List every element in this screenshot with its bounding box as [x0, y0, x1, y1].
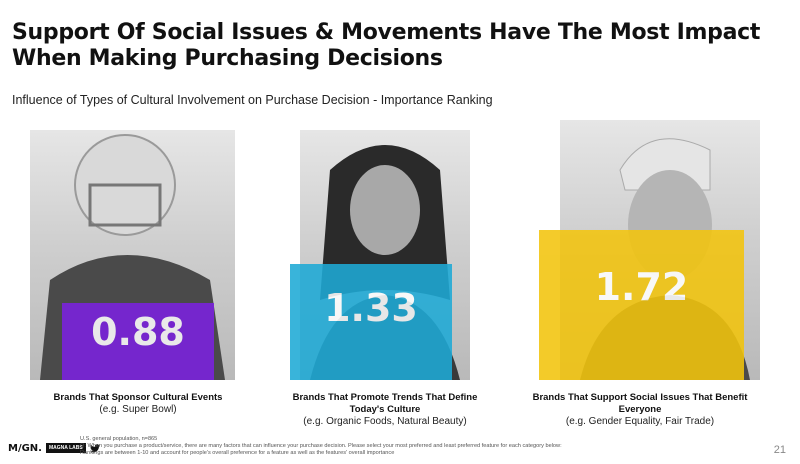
category-title: Brands That Sponsor Cultural Events [53, 392, 223, 403]
twitter-bird-icon [89, 443, 100, 452]
category-label-sponsor-events: Brands That Sponsor Cultural Events (e.g… [28, 392, 248, 416]
footnote-line: U.S. general population, n=865 [80, 436, 158, 442]
magna-logo: M/GN. [8, 442, 42, 454]
category-example: (e.g. Gender Equality, Fair Trade) [565, 416, 715, 427]
bar-promote-trends: 1.33 [290, 264, 452, 380]
footnote: U.S. general population, n=865 Q: When y… [80, 436, 562, 457]
footer-logos: M/GN. MAGNA LABS [8, 441, 100, 455]
category-example: (e.g. Organic Foods, Natural Beauty) [303, 416, 467, 427]
category-label-promote-trends: Brands That Promote Trends That Define T… [275, 392, 495, 428]
category-title: Brands That Support Social Issues That B… [532, 392, 748, 415]
footnote-line: Rankings are between 1-10 and account fo… [80, 450, 395, 456]
footnote-line: Q: When you purchase a product/service, … [80, 443, 562, 449]
magna-labs-badge: MAGNA LABS [45, 443, 86, 453]
bar-value-label: 0.88 [91, 310, 185, 354]
bar-value-label: 1.33 [324, 286, 418, 330]
chart-subtitle: Influence of Types of Cultural Involveme… [12, 93, 493, 107]
page-title: Support Of Social Issues & Movements Hav… [12, 20, 761, 71]
bar-support-social-issues: 1.72 [539, 230, 744, 380]
category-title: Brands That Promote Trends That Define T… [292, 392, 478, 415]
page-number: 21 [773, 444, 786, 456]
category-example: (e.g. Super Bowl) [99, 404, 177, 415]
bar-value-label: 1.72 [594, 265, 689, 309]
category-label-support-social-issues: Brands That Support Social Issues That B… [530, 392, 750, 428]
bar-sponsor-cultural-events: 0.88 [62, 303, 214, 380]
